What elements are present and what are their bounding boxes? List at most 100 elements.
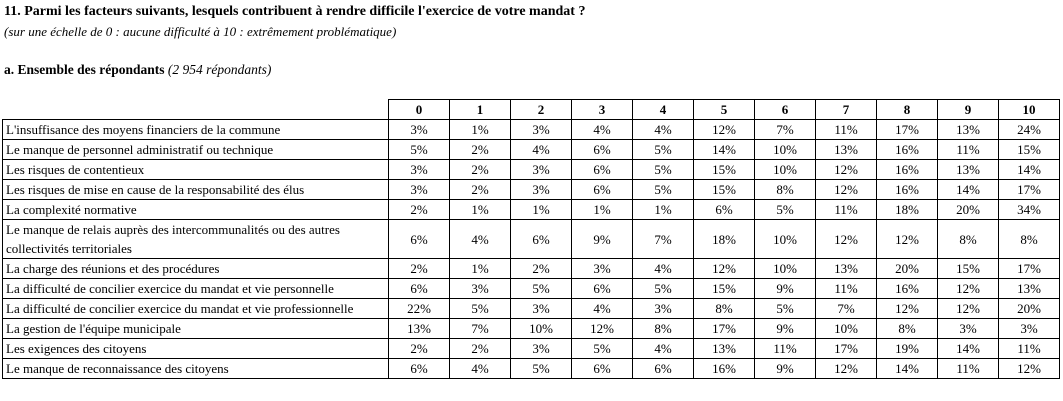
value-cell: 11% [998, 338, 1060, 359]
value-cell: 3% [998, 318, 1060, 339]
value-cell: 12% [571, 318, 633, 339]
value-cell: 4% [510, 139, 572, 160]
value-cell: 5% [632, 139, 694, 160]
value-cell: 10% [754, 139, 816, 160]
value-cell: 3% [388, 179, 450, 200]
value-cell: 8% [937, 219, 999, 259]
column-header-8: 8 [876, 99, 938, 120]
value-cell: 13% [815, 258, 877, 279]
value-cell: 2% [510, 258, 572, 279]
value-cell: 13% [815, 139, 877, 160]
value-cell: 3% [388, 159, 450, 180]
value-cell: 12% [876, 298, 938, 319]
value-cell: 1% [571, 199, 633, 220]
value-cell: 7% [632, 219, 694, 259]
value-cell: 13% [937, 119, 999, 140]
value-cell: 9% [754, 278, 816, 299]
table-row: Les exigences des citoyens 2% 2% 3% 5% 4% 13% 1… [2, 338, 1060, 359]
value-cell: 3% [937, 318, 999, 339]
value-cell: 13% [388, 318, 450, 339]
value-cell: 20% [876, 258, 938, 279]
value-cell: 4% [632, 338, 694, 359]
section-title: a. Ensemble des répondants [4, 62, 165, 77]
results-table: 0 1 2 3 4 5 6 7 8 9 10 L'insuffisance des moyens f… [2, 99, 1060, 379]
value-cell: 18% [876, 199, 938, 220]
scale-note: (sur une échelle de 0 : aucune difficult… [4, 24, 397, 39]
row-label: Les risques de mise en cause de la respo… [2, 179, 389, 200]
value-cell: 1% [449, 199, 511, 220]
value-cell: 1% [510, 199, 572, 220]
column-header-4: 4 [632, 99, 694, 120]
value-cell: 9% [754, 318, 816, 339]
value-cell: 5% [632, 159, 694, 180]
value-cell: 4% [632, 258, 694, 279]
value-cell: 10% [510, 318, 572, 339]
value-cell: 2% [388, 338, 450, 359]
value-cell: 17% [876, 119, 938, 140]
value-cell: 10% [754, 159, 816, 180]
value-cell: 15% [693, 179, 755, 200]
value-cell: 13% [937, 159, 999, 180]
table-row: Les risques de mise en cause de la respo… [2, 179, 1060, 200]
value-cell: 2% [449, 159, 511, 180]
value-cell: 10% [754, 258, 816, 279]
value-cell: 17% [998, 258, 1060, 279]
value-cell: 8% [998, 219, 1060, 259]
value-cell: 8% [876, 318, 938, 339]
value-cell: 6% [571, 139, 633, 160]
value-cell: 8% [632, 318, 694, 339]
value-cell: 14% [876, 358, 938, 379]
value-cell: 2% [449, 338, 511, 359]
value-cell: 3% [510, 119, 572, 140]
row-label: La gestion de l'équipe municipale [2, 318, 389, 339]
value-cell: 3% [449, 278, 511, 299]
value-cell: 5% [510, 358, 572, 379]
value-cell: 7% [449, 318, 511, 339]
value-cell: 6% [388, 278, 450, 299]
value-cell: 17% [815, 338, 877, 359]
value-cell: 6% [571, 159, 633, 180]
value-cell: 20% [937, 199, 999, 220]
value-cell: 11% [815, 119, 877, 140]
value-cell: 2% [388, 258, 450, 279]
value-cell: 4% [571, 119, 633, 140]
value-cell: 12% [815, 159, 877, 180]
value-cell: 7% [815, 298, 877, 319]
value-cell: 3% [510, 179, 572, 200]
value-cell: 15% [693, 278, 755, 299]
table-row: La difficulté de concilier exercice du m… [2, 278, 1060, 299]
column-header-0: 0 [388, 99, 450, 120]
value-cell: 1% [449, 119, 511, 140]
value-cell: 15% [693, 159, 755, 180]
row-label: Le manque de relais auprès des intercomm… [2, 219, 389, 259]
table-row: Le manque de relais auprès des intercomm… [2, 219, 1060, 259]
table-row: La charge des réunions et des procédures… [2, 258, 1060, 279]
value-cell: 17% [998, 179, 1060, 200]
value-cell: 1% [632, 199, 694, 220]
value-cell: 10% [754, 219, 816, 259]
value-cell: 6% [510, 219, 572, 259]
table-row: La gestion de l'équipe municipale 13% 7% 10… [2, 318, 1060, 339]
value-cell: 24% [998, 119, 1060, 140]
value-cell: 12% [693, 119, 755, 140]
column-header-7: 7 [815, 99, 877, 120]
value-cell: 6% [388, 219, 450, 259]
value-cell: 15% [998, 139, 1060, 160]
value-cell: 11% [937, 358, 999, 379]
value-cell: 12% [876, 219, 938, 259]
column-header-2: 2 [510, 99, 572, 120]
value-cell: 9% [571, 219, 633, 259]
table-row: L'insuffisance des moyens financiers de … [2, 119, 1060, 140]
value-cell: 6% [388, 358, 450, 379]
row-label: La charge des réunions et des procédures [2, 258, 389, 279]
table-row: Les risques de contentieux 3% 2% 3% 6% 5% 15% 1… [2, 159, 1060, 180]
value-cell: 4% [449, 219, 511, 259]
value-cell: 16% [876, 159, 938, 180]
section-heading: a. Ensemble des répondants (2 954 répond… [4, 62, 271, 78]
table-row: Le manque de personnel administratif ou … [2, 139, 1060, 160]
value-cell: 6% [571, 278, 633, 299]
value-cell: 3% [510, 159, 572, 180]
value-cell: 5% [754, 298, 816, 319]
value-cell: 5% [571, 338, 633, 359]
value-cell: 3% [510, 298, 572, 319]
